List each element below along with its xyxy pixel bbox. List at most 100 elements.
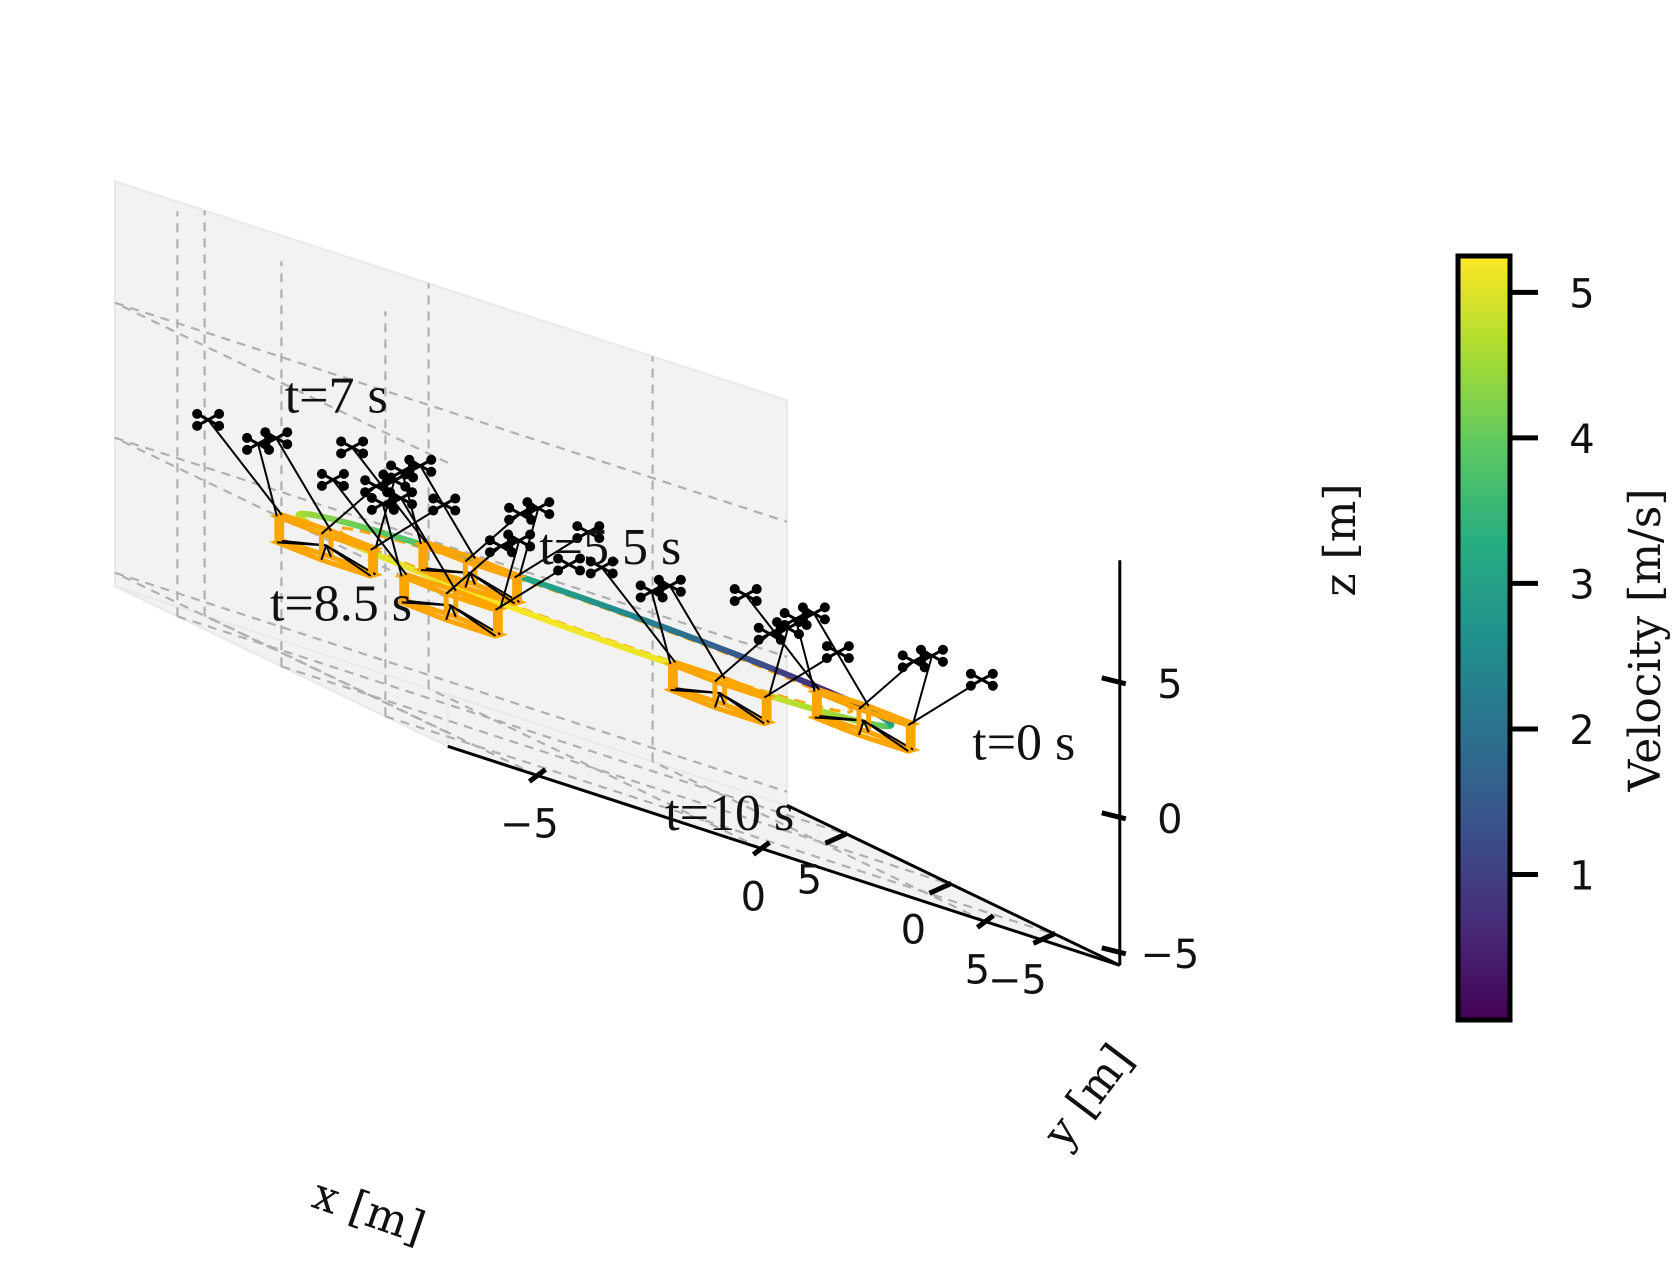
y-tick-label: −5 [988, 957, 1047, 1003]
x-tick-label: 5 [965, 948, 990, 994]
drone-rotor [844, 653, 854, 663]
drone-rotor [920, 662, 930, 672]
drone-rotor [407, 499, 417, 509]
drone-rotor [802, 608, 812, 618]
y-axis-spine [787, 805, 1120, 965]
drone-rotor [544, 509, 554, 519]
drone-rotor [407, 487, 417, 497]
drone-rotor [192, 409, 202, 419]
colorbar-ticks: 1 2 3 4 5 [1510, 271, 1595, 899]
drone-rotor [450, 494, 460, 504]
drone-rotor [776, 623, 786, 633]
drone-rotor [282, 439, 292, 449]
drone-rotor [754, 635, 764, 645]
drone-rotor [752, 584, 762, 594]
x-tick-label: −5 [500, 802, 559, 848]
drone-rotor [317, 469, 327, 479]
drone-rotor [794, 617, 804, 627]
drone-rotor [658, 580, 668, 590]
z-axis-label: z [m] [1315, 483, 1366, 596]
drone-rotor [658, 592, 668, 602]
drone-rotor [428, 506, 438, 516]
drone-rotor [920, 650, 930, 660]
drone-rotor [636, 592, 646, 602]
drone-rotor [367, 505, 377, 515]
drone-rotor [389, 505, 399, 515]
drone-rotor [450, 506, 460, 516]
drone-rotor [988, 669, 998, 679]
drone-rotor [504, 515, 514, 525]
drone-rotor [730, 596, 740, 606]
drone-rotor [485, 535, 495, 545]
drone-rotor [676, 575, 686, 585]
drone-rotor [794, 629, 804, 639]
drone-rotor [676, 587, 686, 597]
colorbar-tick-label: 4 [1569, 417, 1594, 463]
drone-rotor [408, 460, 418, 470]
time-label: t=0 s [972, 715, 1075, 772]
z-tick-label: 5 [1157, 662, 1182, 708]
drone-rotor [525, 530, 535, 540]
colorbar-tick-label: 5 [1569, 271, 1594, 317]
x-tick-label: 0 [741, 875, 766, 921]
drone-rotor [428, 494, 438, 504]
drone-rotor [242, 445, 252, 455]
drone-rotor [426, 455, 436, 465]
drone-rotor [336, 436, 346, 446]
drone-rotor [242, 433, 252, 443]
x-axis-label: x [m] [306, 1168, 431, 1254]
drone-rotor [966, 669, 976, 679]
drone-rotor [525, 542, 535, 552]
drone-rotor [485, 547, 495, 557]
z-tick-mark [1102, 813, 1126, 819]
drone-rotor [608, 556, 618, 566]
z-tick-label: 0 [1157, 797, 1182, 843]
drone-rotor [820, 602, 830, 612]
drone-rotor [822, 653, 832, 663]
drone-rotor [214, 421, 224, 431]
drone-rotor [776, 635, 786, 645]
drone-rotor [553, 554, 563, 564]
drone-rotor [339, 469, 349, 479]
y-tick-label: 5 [797, 857, 822, 903]
drone-rotor [358, 448, 368, 458]
drone-rotor [386, 460, 396, 470]
z-tick-mark [1102, 948, 1126, 954]
drone-rotor [938, 657, 948, 667]
drone-rotor [507, 547, 517, 557]
colorbar-tick-label: 3 [1569, 562, 1594, 608]
drone-rotor [575, 554, 585, 564]
time-label: t=10 s [665, 785, 794, 842]
colorbar-label: Velocity [m/s] [1620, 488, 1671, 792]
drone-rotor [586, 568, 596, 578]
drone-rotor [608, 568, 618, 578]
drone-rotor [400, 470, 410, 480]
drone-rotor [426, 467, 436, 477]
colorbar-gradient [1458, 256, 1510, 1020]
drone-rotor [358, 436, 368, 446]
drone-rotor [544, 497, 554, 507]
drone-rotor [586, 556, 596, 566]
drone-rotor [389, 493, 399, 503]
drone-rotor [822, 641, 832, 651]
drone-rotor [339, 481, 349, 491]
drone-rotor [504, 503, 514, 513]
time-label: t=8.5 s [270, 575, 412, 632]
drone-rotor [382, 475, 392, 485]
drone-rotor [192, 421, 202, 431]
colorbar-tick-label: 1 [1569, 853, 1594, 899]
drone-rotor [898, 650, 908, 660]
y-tick-label: 0 [901, 907, 926, 953]
drone-rotor [938, 645, 948, 655]
drone-rotor [844, 641, 854, 651]
z-tick-label: −5 [1140, 932, 1199, 978]
drone-rotor [264, 433, 274, 443]
drone-rotor [636, 580, 646, 590]
drone-rotor [820, 614, 830, 624]
drone-rotor [526, 503, 536, 513]
colorbar-tick-label: 2 [1569, 708, 1594, 754]
z-tick-mark [1102, 678, 1126, 684]
drone-rotor [752, 596, 762, 606]
